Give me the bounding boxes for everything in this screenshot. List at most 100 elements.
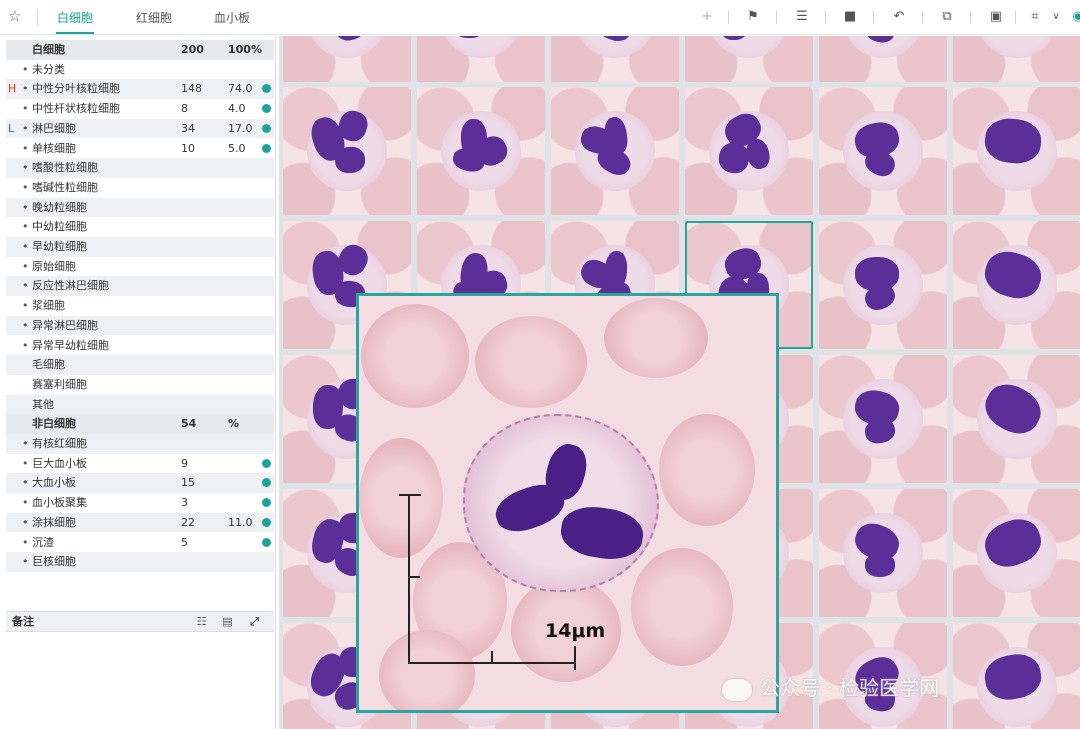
cell-type-row[interactable]: 毛细胞 <box>6 355 274 375</box>
bullet-icon: • <box>22 237 29 257</box>
cell-thumbnail[interactable] <box>819 355 947 483</box>
cell-type-name: 中幼粒细胞 <box>32 217 87 237</box>
cell-type-row[interactable]: • 反应性淋巴细胞 <box>6 276 274 296</box>
cell-thumbnail[interactable] <box>819 489 947 617</box>
cell-thumbnail[interactable] <box>283 87 411 215</box>
cell-type-row[interactable]: • 涂抹细胞 22 11.0 <box>6 513 274 533</box>
cell-type-row[interactable]: • 晚幼粒细胞 <box>6 198 274 218</box>
scale-tick <box>408 576 420 578</box>
tab-rbc[interactable]: 红细胞 <box>135 8 173 28</box>
bullet-icon: • <box>22 257 29 277</box>
bullet-icon: • <box>22 99 29 119</box>
settings-icon[interactable]: ◉ <box>1068 8 1080 26</box>
fit-screen-icon[interactable]: ⌗ <box>1025 8 1045 26</box>
cell-type-row[interactable]: • 嗜酸性粒细胞 <box>6 158 274 178</box>
scale-bar-vertical <box>408 495 410 663</box>
cell-thumbnail[interactable] <box>953 355 1080 483</box>
cell-type-row[interactable]: • 单核细胞 10 5.0 <box>6 139 274 159</box>
cell-percentage: 4.0 <box>228 99 246 119</box>
cell-type-row[interactable]: H • 中性分叶核粒细胞 148 74.0 <box>6 79 274 99</box>
cell-type-row[interactable]: • 异常淋巴细胞 <box>6 316 274 336</box>
high-flag: H <box>8 79 18 99</box>
cell-type-row[interactable]: • 沉渣 5 <box>6 533 274 553</box>
cell-type-row[interactable]: • 中幼粒细胞 <box>6 217 274 237</box>
cell-percentage: 11.0 <box>228 513 253 533</box>
cell-percentage: 17.0 <box>228 119 253 139</box>
expand-icon[interactable]: ⤢ <box>247 614 262 629</box>
cell-type-row[interactable]: • 异常早幼粒细胞 <box>6 336 274 356</box>
status-dot-icon[interactable] <box>262 104 271 113</box>
cell-count: 3 <box>181 493 188 513</box>
star-icon[interactable]: ☆ <box>8 7 26 25</box>
cell-type-row[interactable]: • 中性杆状核粒细胞 8 4.0 <box>6 99 274 119</box>
cell-type-name: 异常淋巴细胞 <box>32 316 98 336</box>
flag-icon[interactable]: ⚑ <box>743 8 763 26</box>
cell-thumbnail[interactable] <box>819 221 947 349</box>
cell-thumbnail[interactable] <box>417 87 545 215</box>
cell-type-name: 嗜酸性粒细胞 <box>32 158 98 178</box>
bookmark-icon[interactable]: ▣ <box>986 8 1006 26</box>
notes-header: 备注 ☷ ▤ ⤢ <box>6 611 274 632</box>
cell-thumbnail[interactable] <box>551 87 679 215</box>
cell-type-row[interactable]: • 有核红细胞 <box>6 434 274 454</box>
status-dot-icon[interactable] <box>262 478 271 487</box>
cell-type-name: 大血小板 <box>32 473 76 493</box>
cell-type-row[interactable]: • 原始细胞 <box>6 257 274 277</box>
cell-thumbnail[interactable] <box>953 623 1080 729</box>
cell-type-row[interactable]: • 血小板聚集 3 <box>6 493 274 513</box>
tab-platelet[interactable]: 血小板 <box>213 8 251 28</box>
cell-type-row[interactable]: • 大血小板 15 <box>6 473 274 493</box>
bullet-icon: • <box>22 60 29 80</box>
undo-icon[interactable]: ↶ <box>889 8 909 26</box>
cell-count: 5 <box>181 533 188 553</box>
cell-thumbnail[interactable] <box>953 489 1080 617</box>
category-header[interactable]: 非白细胞 54% <box>6 414 274 434</box>
status-dot-icon[interactable] <box>262 498 271 507</box>
cell-type-row[interactable]: • 巨核细胞 <box>6 552 274 572</box>
cell-thumbnail[interactable] <box>417 36 545 82</box>
chevron-down-icon[interactable]: ∨ <box>1046 8 1066 26</box>
cell-thumbnail[interactable] <box>819 36 947 82</box>
cell-type-row[interactable]: L • 淋巴细胞 34 17.0 <box>6 119 274 139</box>
cell-thumbnail[interactable] <box>953 36 1080 82</box>
status-dot-icon[interactable] <box>262 518 271 527</box>
bullet-icon: • <box>22 473 29 493</box>
red-blood-cell <box>604 298 708 378</box>
cell-type-row[interactable]: • 浆细胞 <box>6 296 274 316</box>
status-dot-icon[interactable] <box>262 84 271 93</box>
category-header[interactable]: 白细胞 200 100% <box>6 40 274 60</box>
magnified-cell-view[interactable]: 14μm <box>356 293 779 713</box>
cell-type-row[interactable]: • 未分类 <box>6 60 274 80</box>
toolbar-divider <box>728 11 729 24</box>
status-dot-icon[interactable] <box>262 144 271 153</box>
cell-type-row[interactable]: • 早幼粒细胞 <box>6 237 274 257</box>
crosshair-icon[interactable]: + <box>697 8 717 26</box>
cell-type-row[interactable]: 赛塞利细胞 <box>6 375 274 395</box>
status-dot-icon[interactable] <box>262 459 271 468</box>
cell-type-row[interactable]: • 巨大血小板 9 <box>6 454 274 474</box>
cell-thumbnail[interactable] <box>685 36 813 82</box>
cell-thumbnail[interactable] <box>953 221 1080 349</box>
clipboard-icon[interactable]: ▤ <box>220 614 235 629</box>
status-dot-icon[interactable] <box>262 538 271 547</box>
status-dot-icon[interactable] <box>262 124 271 133</box>
tab-wbc[interactable]: 白细胞 <box>56 8 94 34</box>
toolbar-divider <box>37 9 38 26</box>
cell-type-row[interactable]: • 嗜碱性粒细胞 <box>6 178 274 198</box>
cell-count: 9 <box>181 454 188 474</box>
capture-icon[interactable]: ■ <box>840 8 860 26</box>
cell-thumbnail[interactable] <box>283 36 411 82</box>
cell-thumbnail[interactable] <box>551 36 679 82</box>
notes-title: 备注 <box>12 615 34 628</box>
cell-type-row[interactable]: 其他 <box>6 395 274 415</box>
cell-thumbnail[interactable] <box>819 87 947 215</box>
cell-thumbnail[interactable] <box>953 87 1080 215</box>
bullet-icon: • <box>22 533 29 553</box>
align-center-icon[interactable]: ☰ <box>792 8 812 26</box>
notes-textarea[interactable] <box>6 633 274 729</box>
cell-thumbnail[interactable] <box>685 87 813 215</box>
list-icon[interactable]: ☷ <box>194 614 209 629</box>
compare-icon[interactable]: ⧉ <box>937 8 957 26</box>
cell-type-name: 有核红细胞 <box>32 434 87 454</box>
bullet-icon: • <box>22 454 29 474</box>
